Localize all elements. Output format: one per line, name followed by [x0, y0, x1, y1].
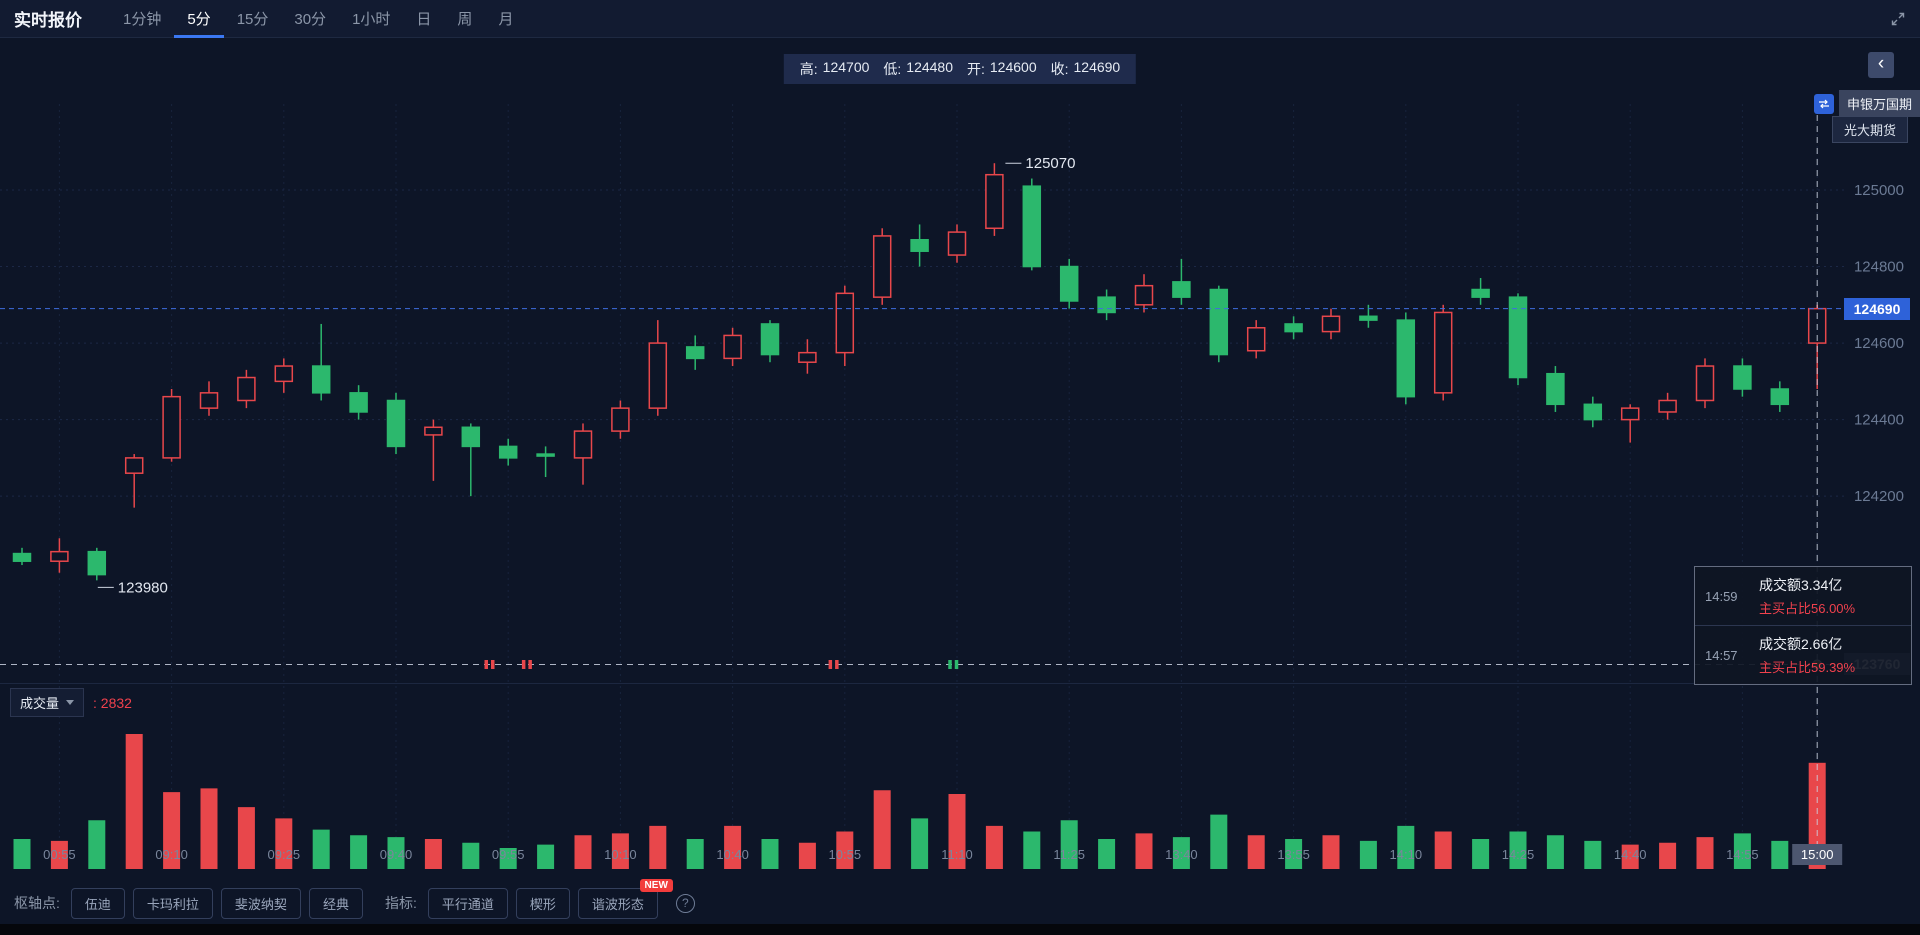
indicator-button-harmonic[interactable]: 谐波形态 NEW — [577, 878, 673, 919]
svg-text:09:40: 09:40 — [380, 847, 413, 862]
tab-15min[interactable]: 15分 — [236, 11, 269, 28]
svg-text:09:55: 09:55 — [492, 847, 525, 862]
tab-month[interactable]: 月 — [498, 11, 514, 28]
collapse-panel-button[interactable]: ‹ — [1868, 52, 1894, 78]
chevron-left-icon: ‹ — [1877, 52, 1885, 74]
svg-text:10:40: 10:40 — [716, 847, 749, 862]
ohlc-low-label: 低: — [883, 61, 902, 77]
tab-1min[interactable]: 1分钟 — [123, 11, 162, 28]
ohlc-open: 开: 124600 — [967, 59, 1037, 79]
pivot-button-camarilla[interactable]: 卡玛利拉 — [132, 887, 213, 919]
volume-header: 成交量 : 2832 — [10, 688, 132, 717]
broker-row: 申银万国期 — [1813, 90, 1920, 117]
indicator-harmonic-label: 谐波形态 — [591, 896, 644, 912]
svg-text:11:10: 11:10 — [941, 847, 973, 862]
tooltip-row: 14:59 成交额3.34亿 主买占比56.00% — [1695, 567, 1911, 625]
tooltip-ratio: 主买占比59.39% — [1759, 660, 1856, 675]
svg-text:14:40: 14:40 — [1614, 847, 1647, 862]
page-title: 实时报价 — [14, 11, 82, 30]
svg-text:10:55: 10:55 — [829, 847, 862, 862]
ohlc-low: 低: 124480 — [883, 59, 953, 79]
fullscreen-icon[interactable] — [1890, 11, 1906, 27]
svg-text:13:55: 13:55 — [1277, 847, 1310, 862]
indicator-button-parallel-channel[interactable]: 平行通道 — [427, 887, 508, 919]
pivot-label: 枢轴点: — [14, 895, 60, 911]
volume-label: 成交量 — [20, 696, 60, 711]
svg-text:15:00: 15:00 — [1801, 847, 1834, 862]
tooltip-row: 14:57 成交额2.66亿 主买占比59.39% — [1695, 625, 1911, 684]
tooltip-time: 14:57 — [1705, 647, 1738, 663]
chevron-down-icon — [66, 700, 75, 705]
svg-text:123980: 123980 — [118, 579, 168, 596]
svg-text:09:10: 09:10 — [155, 847, 188, 862]
ohlc-high-value: 124700 — [822, 59, 870, 75]
indicator-label: 指标: — [384, 895, 417, 911]
svg-text:14:25: 14:25 — [1502, 847, 1535, 862]
pivot-button-fibonacci[interactable]: 斐波纳契 — [220, 887, 301, 919]
svg-text:124200: 124200 — [1854, 488, 1904, 505]
tooltip-content: 成交额3.34亿 主买占比56.00% — [1759, 575, 1855, 617]
svg-text:125000: 125000 — [1854, 182, 1904, 199]
ohlc-close: 收: 124690 — [1051, 59, 1121, 79]
svg-text:14:55: 14:55 — [1726, 847, 1759, 862]
svg-text:13:40: 13:40 — [1165, 847, 1198, 862]
ohlc-close-label: 收: — [1050, 61, 1069, 77]
svg-text:11:25: 11:25 — [1053, 847, 1085, 862]
tooltip-amount: 成交额3.34亿 — [1759, 577, 1843, 593]
svg-text:125070: 125070 — [1025, 155, 1075, 172]
svg-text:10:10: 10:10 — [604, 847, 637, 862]
footer-toolbar: 枢轴点: 伍迪 卡玛利拉 斐波纳契 经典 指标: 平行通道 楔形 谐波形态 NE… — [0, 878, 1920, 922]
volume-value: : 2832 — [93, 694, 132, 711]
tab-week[interactable]: 周 — [457, 11, 473, 28]
tooltip-time: 14:59 — [1705, 588, 1738, 604]
indicator-button-wedge[interactable]: 楔形 — [515, 887, 570, 919]
broker-chip-guangda[interactable]: 光大期货 — [1831, 116, 1908, 143]
bottom-strip — [0, 924, 1920, 935]
svg-text:124600: 124600 — [1854, 335, 1904, 352]
pivot-button-classic[interactable]: 经典 — [308, 887, 363, 919]
svg-text:124800: 124800 — [1854, 259, 1904, 276]
svg-text:09:25: 09:25 — [268, 847, 301, 862]
ohlc-bar: 高: 124700 低: 124480 开: 124600 收: 124690 — [783, 54, 1137, 84]
new-badge: NEW — [639, 878, 673, 892]
help-glyph: ? — [682, 896, 689, 910]
tab-30min[interactable]: 30分 — [294, 11, 327, 28]
ohlc-high-label: 高: — [799, 61, 818, 77]
ohlc-open-value: 124600 — [989, 59, 1037, 75]
volume-indicator-selector[interactable]: 成交量 — [10, 688, 85, 717]
topbar: 实时报价 1分钟 5分 15分 30分 1小时 日 周 月 — [0, 0, 1920, 38]
svg-text:00:55: 00:55 — [43, 847, 76, 862]
broker-chip-shenyin[interactable]: 申银万国期 — [1838, 90, 1920, 117]
current-price-badge: 124690 — [1844, 298, 1910, 320]
tooltip-content: 成交额2.66亿 主买占比59.39% — [1759, 634, 1855, 676]
tooltip-ratio: 主买占比56.00% — [1759, 601, 1856, 616]
ohlc-low-value: 124480 — [906, 59, 953, 75]
ohlc-high: 高: 124700 — [800, 59, 870, 79]
ohlc-close-value: 124690 — [1073, 59, 1121, 75]
help-icon[interactable]: ? — [675, 893, 695, 913]
timeframe-tabs: 1分钟 5分 15分 30分 1小时 日 周 月 — [110, 0, 526, 38]
svg-text:14:10: 14:10 — [1390, 847, 1423, 862]
tab-5min[interactable]: 5分 — [174, 0, 224, 38]
pivot-button-woodie[interactable]: 伍迪 — [70, 887, 125, 919]
tooltip-amount: 成交额2.66亿 — [1759, 636, 1843, 652]
svg-text:124400: 124400 — [1854, 412, 1904, 429]
trade-detail-tooltip: 14:59 成交额3.34亿 主买占比56.00% 14:57 成交额2.66亿… — [1694, 566, 1912, 685]
tab-1hour[interactable]: 1小时 — [352, 11, 391, 28]
pane-divider — [0, 683, 1845, 684]
ohlc-open-label: 开: — [967, 61, 985, 77]
tab-day[interactable]: 日 — [416, 11, 432, 28]
broker-switch-icon[interactable] — [1813, 93, 1834, 114]
